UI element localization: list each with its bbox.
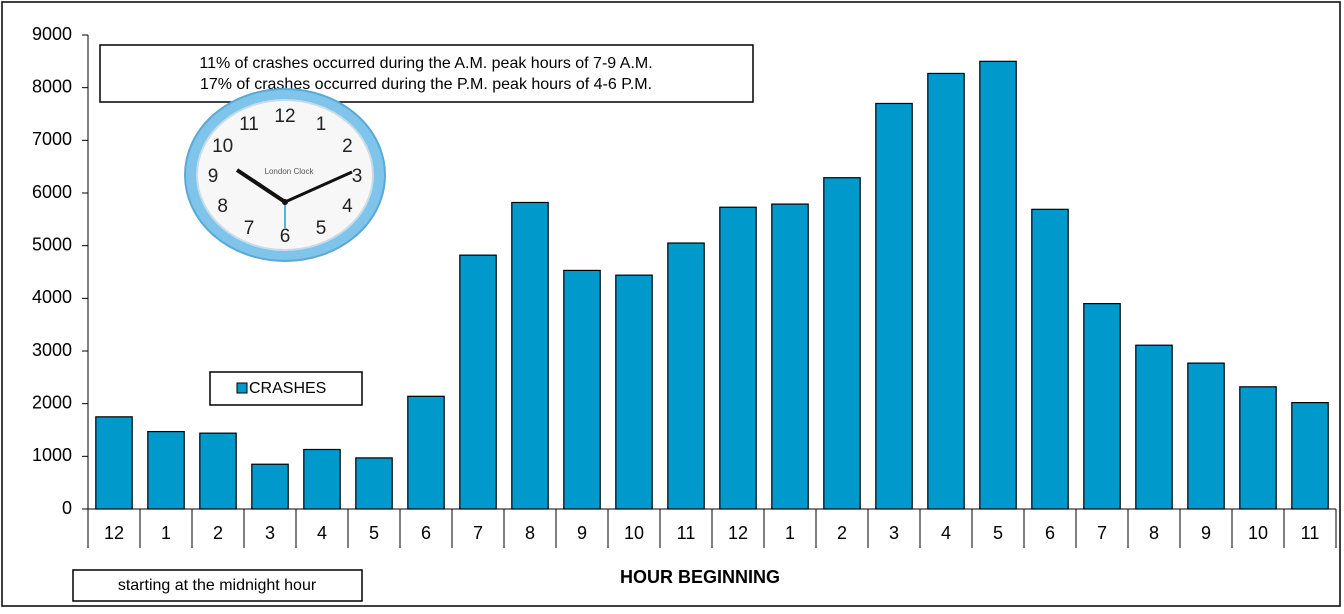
x-tick-label: 8 <box>1149 523 1159 543</box>
bar <box>719 206 757 510</box>
bar <box>303 448 341 510</box>
bar <box>823 177 861 510</box>
bar <box>563 269 601 510</box>
bar <box>407 395 445 510</box>
x-tick-label: 6 <box>1045 523 1055 543</box>
bar <box>95 416 133 510</box>
x-tick-label: 5 <box>993 523 1003 543</box>
x-tick-label: 10 <box>1248 523 1268 543</box>
clock-numeral: 7 <box>244 218 255 239</box>
y-tick-label: 0 <box>62 498 72 518</box>
bar <box>199 432 237 510</box>
x-tick-label: 8 <box>525 523 535 543</box>
x-axis-label: HOUR BEGINNING <box>620 567 780 587</box>
x-tick-label: 3 <box>265 523 275 543</box>
clock: London Clock 12 12 3 45 6 78 9 10 11 <box>184 88 386 262</box>
bar <box>1031 208 1069 510</box>
y-tick-label: 9000 <box>32 24 72 44</box>
legend-box <box>209 371 363 406</box>
clock-numeral: 8 <box>217 196 228 217</box>
x-tick-label: 2 <box>837 523 847 543</box>
bar <box>615 274 653 510</box>
annotation-box <box>99 44 754 103</box>
bar <box>1187 362 1225 510</box>
legend-label: CRASHES <box>249 380 326 397</box>
clock-hand <box>235 168 287 204</box>
x-tick-label: 12 <box>104 523 124 543</box>
clock-numeral: 10 <box>212 136 233 157</box>
bar <box>251 463 289 510</box>
y-tick-label: 2000 <box>32 392 72 412</box>
legend-swatch <box>236 382 248 394</box>
bar <box>875 102 913 510</box>
x-tick-label: 4 <box>941 523 951 543</box>
x-tick-label: 5 <box>369 523 379 543</box>
x-tick-label: 6 <box>421 523 431 543</box>
x-tick-label: 11 <box>1301 523 1320 543</box>
clock-numeral: 11 <box>239 114 259 135</box>
clock-numeral: 1 <box>316 114 327 135</box>
y-tick-label: 7000 <box>32 129 72 149</box>
clock-hand <box>284 170 353 204</box>
x-tick-label: 4 <box>317 523 327 543</box>
x-tick-label: 12 <box>728 523 748 543</box>
clock-pin <box>282 199 288 205</box>
clock-brand: London Clock <box>265 167 315 176</box>
x-tick-label: 1 <box>785 523 795 543</box>
x-tick-label: 11 <box>677 523 696 543</box>
y-tick-label: 5000 <box>32 234 72 254</box>
y-tick-label: 6000 <box>32 182 72 202</box>
clock-numeral: 12 <box>274 106 295 127</box>
clock-numeral: 9 <box>208 166 219 187</box>
note-box <box>72 569 363 602</box>
x-tick-label: 3 <box>889 523 899 543</box>
bar <box>1239 386 1277 510</box>
bar <box>927 72 965 510</box>
bar <box>511 201 549 510</box>
clock-face <box>196 99 374 251</box>
x-tick-label: 7 <box>473 523 483 543</box>
y-tick-label: 3000 <box>32 340 72 360</box>
note: starting at the midnight hour <box>118 577 317 594</box>
bar <box>667 242 705 510</box>
bar <box>979 60 1017 510</box>
clock-numeral: 3 <box>352 166 363 187</box>
clock-numeral: 6 <box>280 226 291 247</box>
clock-numeral: 5 <box>316 218 327 239</box>
x-tick-label: 10 <box>624 523 644 543</box>
x-tick-label: 9 <box>577 523 587 543</box>
y-tick-label: 1000 <box>32 445 72 465</box>
y-tick-label: 8000 <box>32 76 72 96</box>
y-tick-label: 4000 <box>32 287 72 307</box>
bar <box>1291 402 1329 510</box>
bar <box>1135 344 1173 510</box>
annotation: 17% of crashes occurred during the P.M. … <box>200 76 652 93</box>
clock-numeral: 4 <box>342 196 353 217</box>
bar <box>1083 303 1121 510</box>
clock-numeral: 2 <box>342 136 353 157</box>
x-tick-label: 7 <box>1097 523 1107 543</box>
bar <box>147 430 185 510</box>
x-tick-label: 2 <box>213 523 223 543</box>
bar <box>355 457 393 510</box>
x-tick-label: 9 <box>1201 523 1211 543</box>
annotation: 11% of crashes occurred during the A.M. … <box>199 55 652 72</box>
bar <box>771 203 809 510</box>
x-tick-label: 1 <box>161 523 171 543</box>
bar <box>459 254 497 510</box>
